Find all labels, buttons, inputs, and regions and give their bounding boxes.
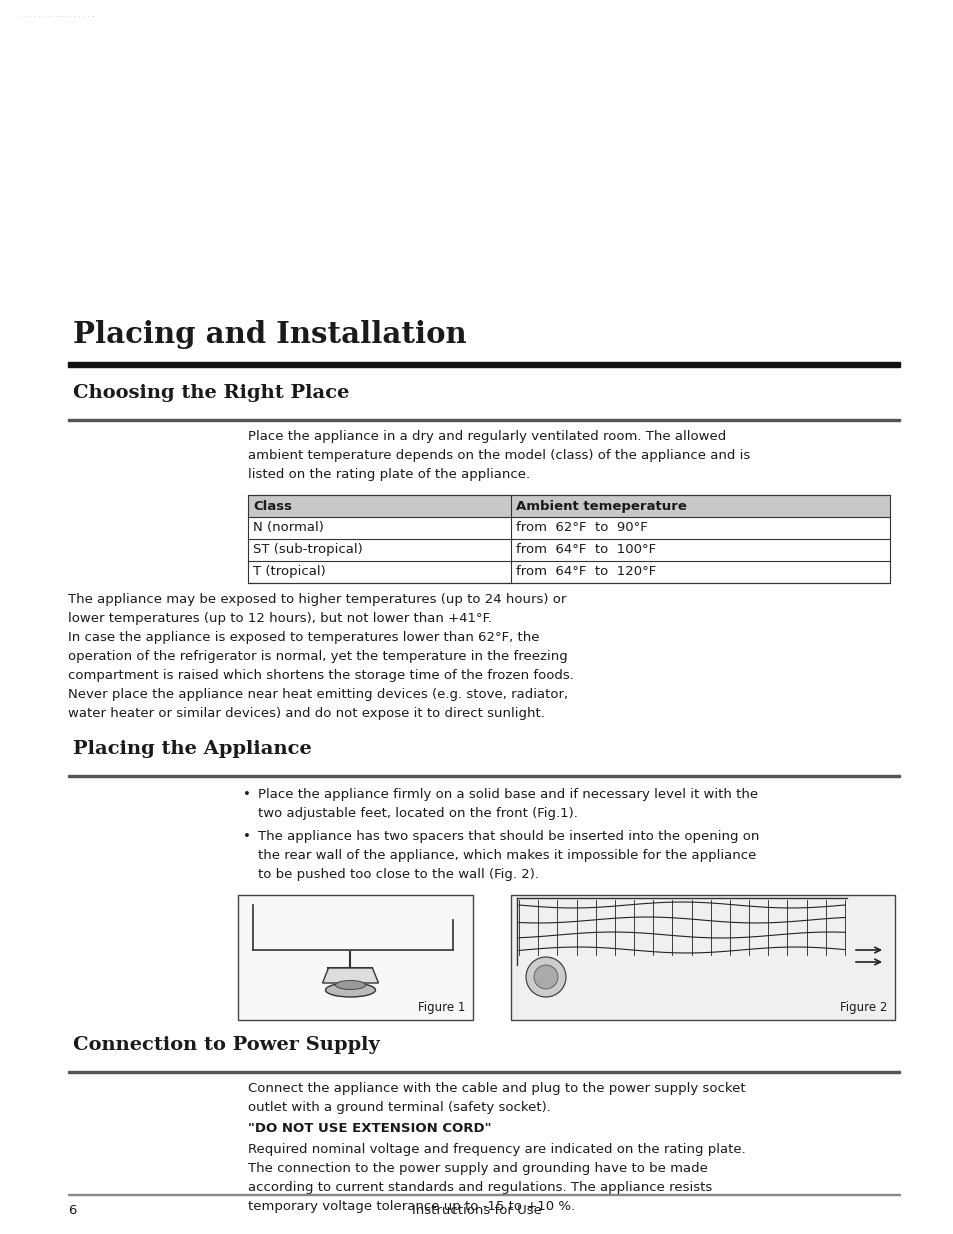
Text: ST (sub-tropical): ST (sub-tropical): [253, 543, 362, 557]
Text: compartment is raised which shortens the storage time of the frozen foods.: compartment is raised which shortens the…: [68, 669, 574, 682]
Text: Class: Class: [253, 500, 292, 513]
Bar: [68, 362, 899, 366]
Text: outlet with a ground terminal (safety socket).: outlet with a ground terminal (safety so…: [248, 1101, 550, 1114]
Bar: [511, 895, 894, 1021]
Bar: [68, 775, 899, 777]
Text: according to current standards and regulations. The appliance resists: according to current standards and regul…: [248, 1181, 712, 1195]
Text: Place the appliance in a dry and regularly ventilated room. The allowed: Place the appliance in a dry and regular…: [248, 429, 725, 443]
Text: In case the appliance is exposed to temperatures lower than 62°F, the: In case the appliance is exposed to temp…: [68, 631, 539, 644]
Text: The appliance may be exposed to higher temperatures (up to 24 hours) or: The appliance may be exposed to higher t…: [68, 594, 566, 606]
Text: •: •: [243, 830, 251, 843]
Text: listed on the rating plate of the appliance.: listed on the rating plate of the applia…: [248, 468, 530, 481]
Text: Figure 1: Figure 1: [417, 1001, 464, 1014]
Text: from  64°F  to  100°F: from 64°F to 100°F: [516, 543, 656, 557]
Text: the rear wall of the appliance, which makes it impossible for the appliance: the rear wall of the appliance, which ma…: [257, 849, 756, 863]
Text: Connection to Power Supply: Connection to Power Supply: [73, 1037, 379, 1054]
Text: N (normal): N (normal): [253, 521, 323, 534]
Bar: [68, 1071, 899, 1074]
Text: Instructions for Use: Instructions for Use: [412, 1204, 541, 1217]
Bar: [68, 1193, 899, 1195]
Text: Never place the appliance near heat emitting devices (e.g. stove, radiator,: Never place the appliance near heat emit…: [68, 689, 568, 701]
Ellipse shape: [325, 983, 375, 997]
Text: to be pushed too close to the wall (Fig. 2).: to be pushed too close to the wall (Fig.…: [257, 868, 538, 881]
Text: from  64°F  to  120°F: from 64°F to 120°F: [516, 565, 656, 578]
Text: temporary voltage tolerance up to -15 to +10 %.: temporary voltage tolerance up to -15 to…: [248, 1199, 575, 1213]
Text: "DO NOT USE EXTENSION CORD": "DO NOT USE EXTENSION CORD": [248, 1122, 491, 1135]
Polygon shape: [322, 967, 378, 983]
Circle shape: [534, 965, 558, 988]
Text: •: •: [243, 789, 251, 801]
Text: ambient temperature depends on the model (class) of the appliance and is: ambient temperature depends on the model…: [248, 449, 749, 462]
Bar: [237, 895, 473, 1021]
Text: Figure 2: Figure 2: [839, 1001, 886, 1014]
Text: T (tropical): T (tropical): [253, 565, 325, 578]
Text: The connection to the power supply and grounding have to be made: The connection to the power supply and g…: [248, 1162, 707, 1175]
Text: Ambient temeperature: Ambient temeperature: [516, 500, 686, 513]
Text: Connect the appliance with the cable and plug to the power supply socket: Connect the appliance with the cable and…: [248, 1082, 745, 1095]
Circle shape: [525, 958, 565, 997]
Text: lower temperatures (up to 12 hours), but not lower than +41°F.: lower temperatures (up to 12 hours), but…: [68, 612, 492, 624]
Text: 6: 6: [68, 1204, 76, 1217]
Text: Placing and Installation: Placing and Installation: [73, 320, 466, 349]
Text: Required nominal voltage and frequency are indicated on the rating plate.: Required nominal voltage and frequency a…: [248, 1143, 745, 1156]
Text: operation of the refrigerator is normal, yet the temperature in the freezing: operation of the refrigerator is normal,…: [68, 650, 567, 663]
Bar: [248, 495, 889, 517]
Bar: [68, 420, 899, 421]
Text: water heater or similar devices) and do not expose it to direct sunlight.: water heater or similar devices) and do …: [68, 707, 544, 719]
Ellipse shape: [335, 981, 365, 990]
Text: Choosing the Right Place: Choosing the Right Place: [73, 384, 349, 402]
Text: Place the appliance firmly on a solid base and if necessary level it with the: Place the appliance firmly on a solid ba…: [257, 789, 758, 801]
Text: . . . . . . . . . . . . . . . . .: . . . . . . . . . . . . . . . . .: [20, 12, 94, 19]
Bar: [248, 495, 889, 582]
Text: two adjustable feet, located on the front (Fig.1).: two adjustable feet, located on the fron…: [257, 807, 578, 821]
Text: Placing the Appliance: Placing the Appliance: [73, 740, 312, 758]
Text: The appliance has two spacers that should be inserted into the opening on: The appliance has two spacers that shoul…: [257, 830, 759, 843]
Text: from  62°F  to  90°F: from 62°F to 90°F: [516, 521, 647, 534]
